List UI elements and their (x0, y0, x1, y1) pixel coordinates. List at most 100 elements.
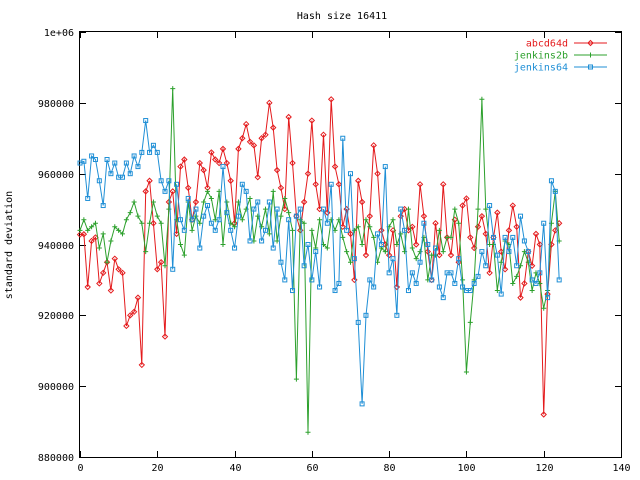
data-point (517, 294, 524, 301)
y-tick-label: 940000 (38, 241, 74, 252)
data-point (537, 270, 543, 276)
x-tick-label: 60 (306, 463, 318, 474)
data-point (355, 319, 361, 325)
data-point (421, 220, 427, 226)
y-tick-label: 920000 (38, 311, 74, 322)
legend-label: abcd64d (526, 39, 568, 50)
x-tick-label: 100 (457, 463, 475, 474)
data-point (498, 291, 504, 297)
data-point (208, 220, 214, 226)
data-point (494, 252, 500, 258)
data-point (587, 39, 594, 47)
data-point (505, 227, 513, 234)
data-point (239, 135, 246, 142)
data-point (440, 249, 446, 255)
data-point (363, 312, 369, 318)
data-point (112, 160, 118, 166)
data-point (205, 188, 211, 194)
data-point (297, 206, 303, 212)
data-point (297, 217, 303, 223)
data-point (108, 238, 114, 244)
data-point (143, 249, 149, 255)
data-point (347, 230, 354, 238)
data-point (424, 248, 431, 255)
data-point (429, 277, 435, 283)
data-point (157, 259, 165, 266)
x-tick-label: 0 (77, 463, 83, 474)
data-point (177, 242, 183, 247)
data-point (405, 288, 411, 294)
data-point (447, 251, 455, 259)
data-point (89, 224, 95, 230)
data-point (212, 227, 218, 233)
data-point (220, 242, 226, 247)
data-point (366, 212, 374, 220)
series-layer (76, 86, 563, 435)
data-point (108, 171, 114, 177)
data-point (529, 288, 535, 294)
data-point (293, 376, 299, 382)
x-tick-label: 140 (612, 463, 630, 474)
data-point (166, 178, 172, 184)
data-point (205, 203, 211, 209)
data-point (277, 184, 285, 192)
data-point (440, 295, 446, 301)
data-point (219, 145, 227, 153)
data-point (332, 227, 338, 233)
data-point (85, 195, 91, 201)
data-point (100, 231, 106, 237)
data-point (460, 277, 466, 283)
data-point (259, 238, 265, 244)
data-point (81, 217, 87, 223)
data-point (416, 181, 424, 188)
data-point (270, 245, 276, 251)
data-point (358, 198, 366, 206)
data-point (478, 212, 486, 220)
data-point (486, 269, 493, 277)
data-point (433, 245, 439, 251)
data-point (142, 188, 149, 195)
data-point (100, 203, 106, 209)
data-point (529, 277, 535, 283)
data-point (398, 206, 404, 212)
data-point (104, 259, 110, 265)
data-point (355, 177, 362, 184)
data-point (448, 270, 454, 276)
data-point (161, 333, 169, 340)
data-point (533, 280, 539, 286)
data-point (154, 213, 160, 219)
data-point (99, 269, 107, 277)
data-point (513, 223, 520, 230)
data-point (374, 170, 381, 177)
data-point (317, 217, 323, 223)
data-point (290, 288, 296, 294)
data-point (138, 361, 146, 369)
series-jenkins2b (77, 86, 562, 435)
data-point (409, 245, 415, 251)
data-point (212, 156, 219, 163)
data-point (104, 157, 110, 162)
data-point (463, 369, 469, 375)
data-point (518, 213, 524, 219)
data-point (362, 251, 370, 259)
data-point (386, 270, 392, 276)
data-point (548, 178, 554, 184)
data-point (143, 118, 149, 124)
x-tick-label: 80 (383, 463, 395, 474)
data-point (139, 149, 145, 155)
data-point (394, 242, 400, 247)
data-point (440, 181, 447, 188)
data-point (452, 206, 458, 212)
data-point (305, 429, 311, 435)
plot-frame (79, 31, 622, 458)
data-point (127, 312, 134, 319)
data-point (181, 227, 187, 233)
data-point (262, 206, 268, 212)
data-point (115, 266, 122, 273)
data-point (135, 213, 141, 219)
data-point (332, 288, 338, 294)
data-point (370, 142, 377, 149)
data-point (208, 149, 215, 156)
data-point (420, 212, 428, 220)
data-point (255, 199, 261, 205)
